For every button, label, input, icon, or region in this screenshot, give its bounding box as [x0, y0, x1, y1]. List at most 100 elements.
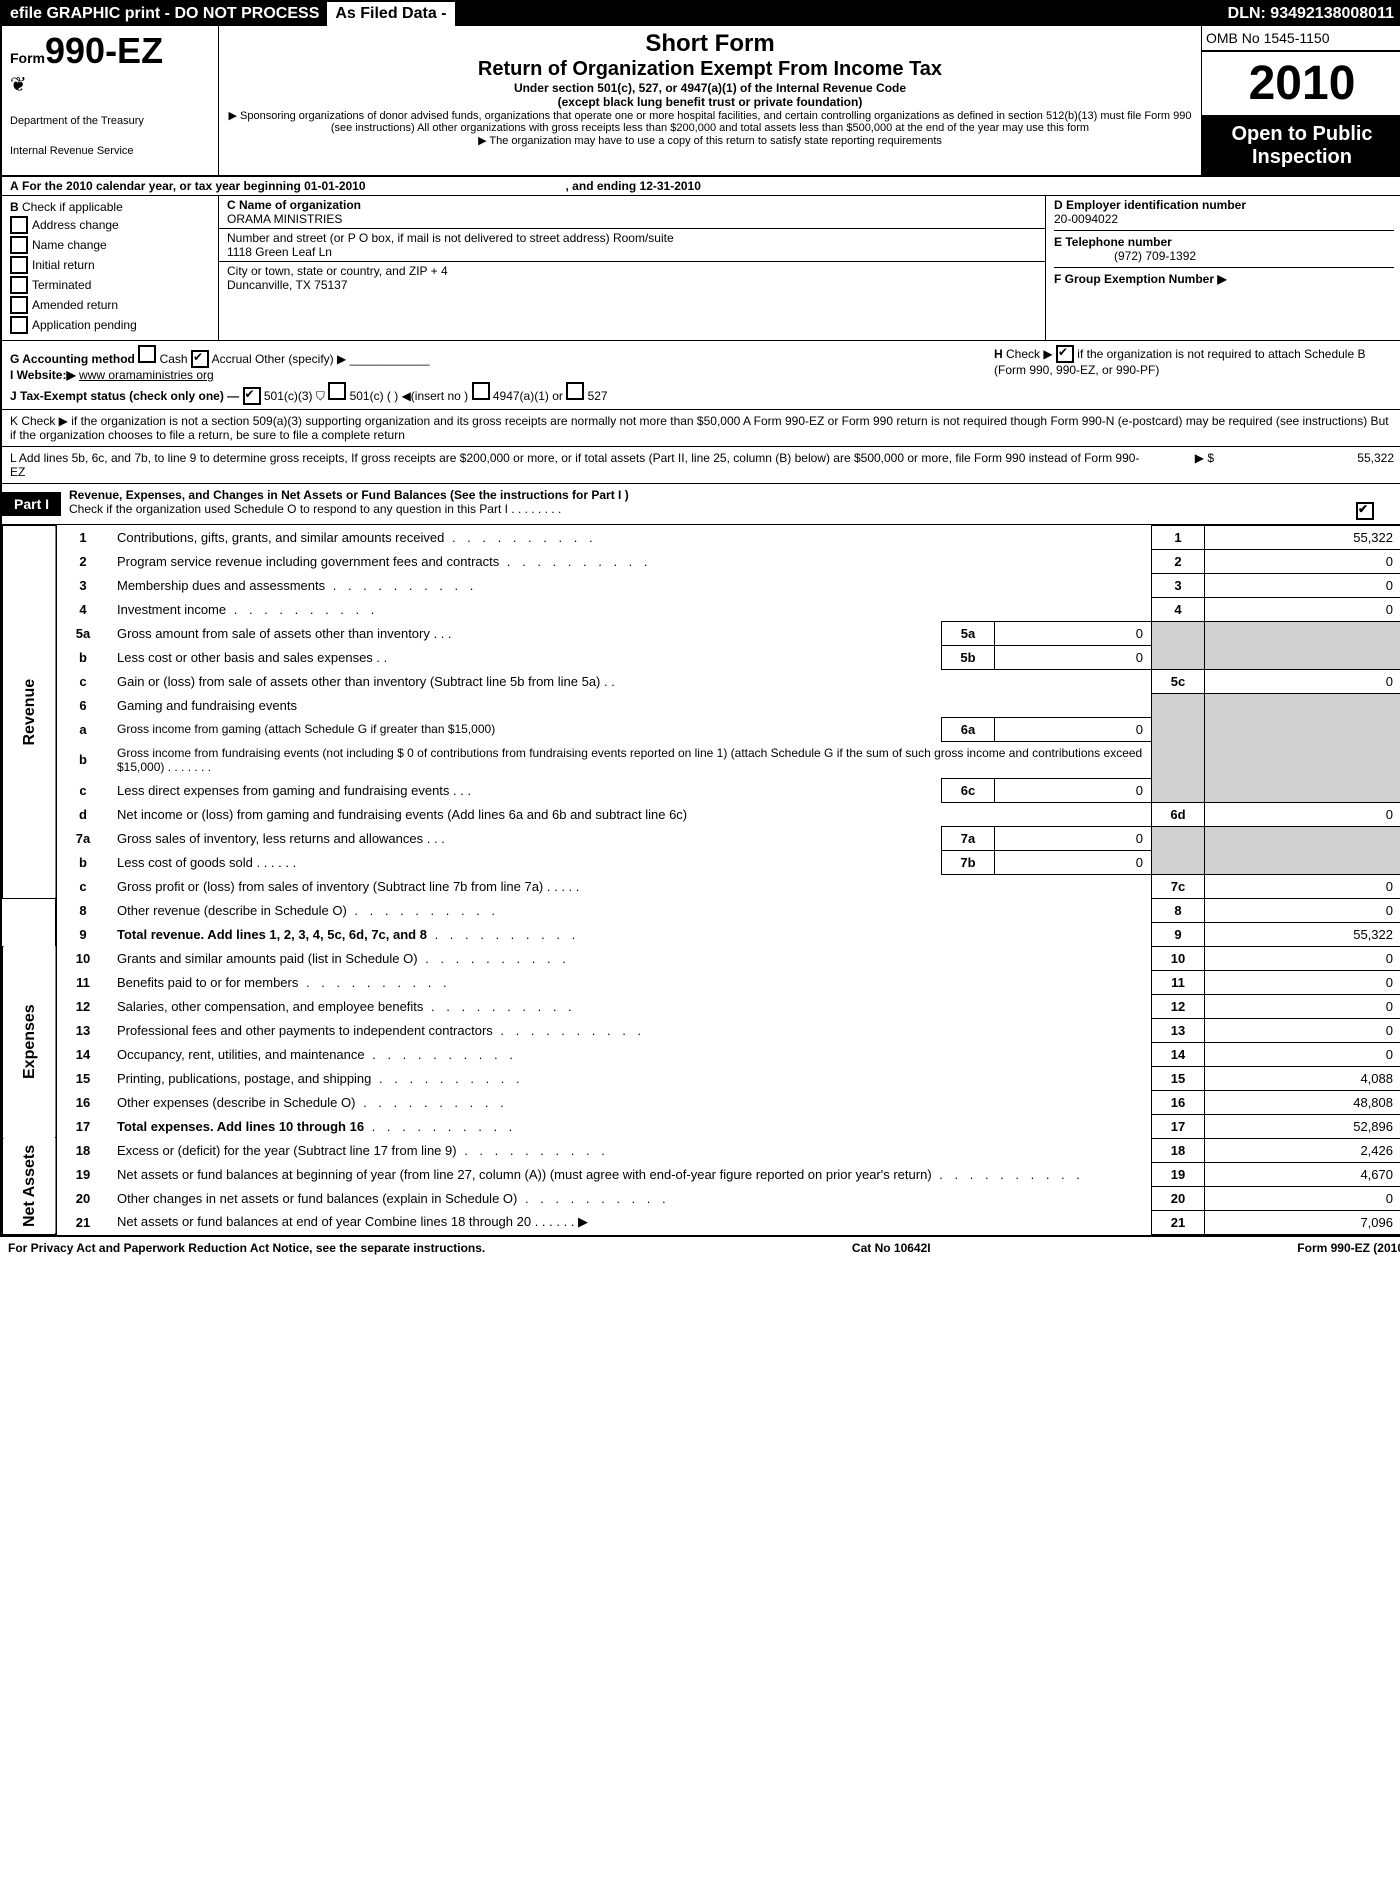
checkbox-icon	[10, 256, 28, 274]
L-text: L Add lines 5b, 6c, and 7b, to line 9 to…	[10, 451, 1154, 479]
section-F: F Group Exemption Number ▶	[1054, 268, 1394, 290]
omb-number: OMB No 1545-1150	[1202, 26, 1400, 52]
checkbox-501c[interactable]	[328, 382, 346, 400]
table-row: 6 Gaming and fundraising events	[3, 694, 1400, 718]
check-amended[interactable]: Amended return	[10, 296, 210, 314]
open-to-public: Open to Public Inspection	[1202, 117, 1400, 175]
dept-treasury: Department of the Treasury	[10, 115, 210, 127]
checkbox-icon	[10, 316, 28, 334]
efile-label: efile GRAPHIC print - DO NOT PROCESS	[2, 5, 327, 23]
section-G: G Accounting method Cash Accrual Other (…	[10, 345, 994, 368]
checkbox-4947[interactable]	[472, 382, 490, 400]
section-L: L Add lines 5b, 6c, and 7b, to line 9 to…	[2, 447, 1400, 484]
tax-year: 2010	[1202, 52, 1400, 117]
checkbox-schedule-o[interactable]	[1356, 502, 1374, 520]
form-990ez: 990-EZ	[45, 30, 163, 71]
ending-text: , and ending 12-31-2010	[566, 179, 701, 193]
part1-header: Part I Revenue, Expenses, and Changes in…	[2, 484, 1400, 525]
sponsor-text: ▶ Sponsoring organizations of donor advi…	[227, 109, 1193, 134]
checkbox-icon	[10, 236, 28, 254]
form-990ez-page: efile GRAPHIC print - DO NOT PROCESS As …	[0, 0, 1400, 1237]
section-D: D Employer identification number 20-0094…	[1054, 198, 1394, 231]
L-value: 55,322	[1214, 451, 1394, 479]
section-E: E Telephone number (972) 709-1392	[1054, 231, 1394, 268]
recycle-icon: ❦	[10, 72, 210, 97]
section-BCDEF: B Check if applicable Address change Nam…	[2, 196, 1400, 341]
netassets-label: Net Assets	[3, 1138, 57, 1234]
return-subtitle: Return of Organization Exempt From Incom…	[227, 58, 1193, 81]
part1-label: Part I	[2, 492, 61, 516]
checkbox-icon	[10, 276, 28, 294]
table-row: 4 Investment income 4 0	[3, 598, 1400, 622]
privacy-notice: For Privacy Act and Paperwork Reduction …	[8, 1241, 485, 1255]
checkbox-cash[interactable]	[138, 345, 156, 363]
addr-label: Number and street (or P O box, if mail i…	[227, 231, 1037, 245]
org-name: ORAMA MINISTRIES	[227, 212, 1037, 226]
table-row: 8 Other revenue (describe in Schedule O)…	[3, 898, 1400, 922]
section-I: I Website:▶ www oramaministries org	[10, 368, 994, 382]
phone-value: (972) 709-1392	[1054, 249, 1196, 263]
revenue-label: Revenue	[3, 526, 57, 899]
table-row: 16 Other expenses (describe in Schedule …	[3, 1090, 1400, 1114]
table-row: d Net income or (loss) from gaming and f…	[3, 802, 1400, 826]
dln-label: DLN: 93492138008011	[1220, 5, 1400, 23]
form-prefix: Form	[10, 50, 45, 66]
table-row: 2 Program service revenue including gove…	[3, 550, 1400, 574]
section-H: H Check ▶ if the organization is not req…	[994, 345, 1394, 405]
table-row: 5a Gross amount from sale of assets othe…	[3, 622, 1400, 646]
group-exemption: F Group Exemption Number ▶	[1054, 272, 1227, 286]
table-row: 17 Total expenses. Add lines 10 through …	[3, 1114, 1400, 1138]
table-row: 11 Benefits paid to or for members 11 0	[3, 970, 1400, 994]
copy-text: ▶ The organization may have to use a cop…	[227, 134, 1193, 147]
checkbox-501c3[interactable]	[243, 387, 261, 405]
org-name-row: C Name of organization ORAMA MINISTRIES	[219, 196, 1045, 229]
checkbox-icon	[10, 216, 28, 234]
checkbox-H[interactable]	[1056, 345, 1074, 363]
checkbox-icon	[10, 296, 28, 314]
top-bar: efile GRAPHIC print - DO NOT PROCESS As …	[2, 2, 1400, 26]
table-row: Expenses 10 Grants and similar amounts p…	[3, 946, 1400, 970]
website-link[interactable]: www oramaministries org	[79, 368, 214, 382]
phone-label: E Telephone number	[1054, 235, 1172, 249]
check-address-change[interactable]: Address change	[10, 216, 210, 234]
part1-table: Revenue 1 Contributions, gifts, grants, …	[2, 525, 1400, 1235]
table-row: Revenue 1 Contributions, gifts, grants, …	[3, 526, 1400, 550]
check-terminated[interactable]: Terminated	[10, 276, 210, 294]
table-row: 20 Other changes in net assets or fund b…	[3, 1186, 1400, 1210]
ghij-left: G Accounting method Cash Accrual Other (…	[10, 345, 994, 405]
city-label: City or town, state or country, and ZIP …	[227, 264, 1037, 278]
table-row: 12 Salaries, other compensation, and emp…	[3, 994, 1400, 1018]
as-filed-label: As Filed Data -	[327, 2, 454, 26]
short-form-title: Short Form	[227, 30, 1193, 58]
table-row: 3 Membership dues and assessments 3 0	[3, 574, 1400, 598]
checkbox-accrual[interactable]	[191, 350, 209, 368]
ein-label: D Employer identification number	[1054, 198, 1246, 212]
table-row: 19 Net assets or fund balances at beginn…	[3, 1162, 1400, 1186]
part1-title: Revenue, Expenses, and Changes in Net As…	[61, 484, 1400, 524]
table-row: 14 Occupancy, rent, utilities, and maint…	[3, 1042, 1400, 1066]
col-B: B Check if applicable Address change Nam…	[2, 196, 218, 340]
city-value: Duncanville, TX 75137	[227, 278, 1037, 292]
table-row: 13 Professional fees and other payments …	[3, 1018, 1400, 1042]
L-arrow: ▶ $	[1154, 451, 1214, 479]
except-text: (except black lung benefit trust or priv…	[227, 95, 1193, 109]
check-name-change[interactable]: Name change	[10, 236, 210, 254]
header-right: OMB No 1545-1150 2010 Open to Public Ins…	[1201, 26, 1400, 175]
ein-value: 20-0094022	[1054, 212, 1118, 226]
header-left: Form990-EZ ❦ Department of the Treasury …	[2, 26, 219, 175]
checkbox-527[interactable]	[566, 382, 584, 400]
section-A: A For the 2010 calendar year, or tax yea…	[2, 177, 1400, 196]
form-label-footer: Form 990-EZ (2010)	[1297, 1241, 1400, 1255]
check-initial-return[interactable]: Initial return	[10, 256, 210, 274]
table-row: 9 Total revenue. Add lines 1, 2, 3, 4, 5…	[3, 922, 1400, 946]
name-label: C Name of organization	[227, 198, 1037, 212]
table-row: 7a Gross sales of inventory, less return…	[3, 826, 1400, 850]
city-row: City or town, state or country, and ZIP …	[219, 262, 1045, 294]
header-center: Short Form Return of Organization Exempt…	[219, 26, 1201, 175]
addr-value: 1118 Green Leaf Ln	[227, 245, 1037, 259]
table-row: Net Assets 18 Excess or (deficit) for th…	[3, 1138, 1400, 1162]
expenses-label: Expenses	[3, 946, 57, 1138]
table-row: c Gain or (loss) from sale of assets oth…	[3, 670, 1400, 694]
footer: For Privacy Act and Paperwork Reduction …	[0, 1237, 1400, 1259]
check-pending[interactable]: Application pending	[10, 316, 210, 334]
